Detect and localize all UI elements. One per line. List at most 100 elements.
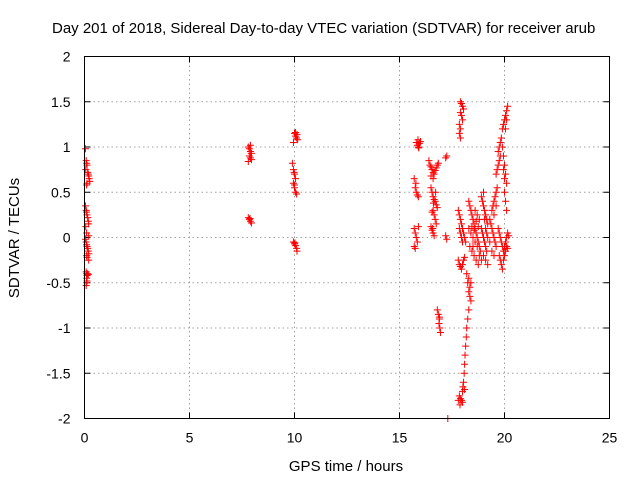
data-point xyxy=(442,154,450,162)
data-point xyxy=(503,179,511,187)
data-point xyxy=(501,175,508,183)
y-tick-label: -2 xyxy=(58,411,71,427)
data-point xyxy=(486,238,494,246)
data-point xyxy=(413,191,421,199)
data-point xyxy=(482,256,490,264)
data-point xyxy=(412,179,420,187)
data-point xyxy=(501,161,508,169)
data-point xyxy=(432,220,440,228)
grid xyxy=(84,56,610,419)
data-point xyxy=(492,188,500,196)
data-point xyxy=(481,206,489,214)
data-point xyxy=(84,271,92,279)
data-point xyxy=(486,215,494,223)
data-point xyxy=(468,223,476,231)
data-point xyxy=(442,232,450,240)
data-point xyxy=(466,243,474,251)
data-point xyxy=(84,270,92,278)
x-tick-label: 10 xyxy=(287,430,303,446)
data-point xyxy=(456,229,464,237)
data-point xyxy=(460,105,468,113)
data-point xyxy=(502,170,510,178)
data-point xyxy=(455,211,463,219)
data-point xyxy=(429,206,437,214)
y-tick-label: 0 xyxy=(63,230,71,246)
data-point xyxy=(411,184,419,192)
data-point xyxy=(472,256,480,264)
chart-title: Day 201 of 2018, Sidereal Day-to-day VTE… xyxy=(52,20,595,37)
data-point xyxy=(246,214,254,222)
data-point xyxy=(415,139,423,147)
data-point xyxy=(491,193,499,201)
data-point xyxy=(504,102,512,110)
data-point xyxy=(82,145,90,153)
data-point xyxy=(461,360,469,368)
data-point xyxy=(412,234,420,241)
data-point xyxy=(460,378,468,386)
data-point xyxy=(465,224,473,232)
data-point xyxy=(289,138,297,146)
data-point xyxy=(294,136,302,144)
data-point xyxy=(467,279,475,287)
data-point xyxy=(465,306,473,314)
data-point xyxy=(482,243,490,251)
data-point xyxy=(494,161,502,169)
data-point xyxy=(427,184,435,192)
data-point xyxy=(457,265,465,273)
data-point xyxy=(460,369,468,377)
data-point xyxy=(492,243,500,251)
data-point xyxy=(467,297,475,305)
data-point xyxy=(246,148,254,156)
data-point xyxy=(471,238,479,246)
data-point xyxy=(431,197,439,205)
data-point xyxy=(493,184,501,192)
x-tick-label: 15 xyxy=(392,430,408,446)
data-point xyxy=(245,152,253,160)
data-point xyxy=(457,234,465,241)
y-tick-label: -1.5 xyxy=(46,365,70,381)
data-point xyxy=(503,107,511,115)
data-point xyxy=(501,252,508,260)
data-point xyxy=(503,243,511,251)
data-point xyxy=(244,157,252,165)
data-point xyxy=(427,223,435,231)
data-point xyxy=(293,190,301,198)
data-point xyxy=(463,270,471,278)
data-point xyxy=(288,159,296,167)
data-point xyxy=(463,324,471,332)
x-tick-label: 20 xyxy=(497,430,513,446)
data-point xyxy=(502,125,510,133)
data-point xyxy=(502,238,510,246)
data-point xyxy=(443,152,451,160)
data-point xyxy=(428,208,436,216)
data-point xyxy=(494,148,502,156)
data-point xyxy=(292,188,300,196)
data-point xyxy=(472,217,480,225)
data-point xyxy=(462,342,470,350)
data-point xyxy=(291,239,299,247)
data-point xyxy=(433,306,441,314)
data-point xyxy=(502,111,510,119)
y-tick-labels: -2 -1.5 -1 -0.5 0 0.5 1 1.5 2 xyxy=(46,49,70,427)
data-point xyxy=(84,168,92,176)
data-point xyxy=(436,324,444,332)
data-point xyxy=(425,157,433,165)
x-axis-label: GPS time / hours xyxy=(289,458,403,475)
data-point xyxy=(494,224,502,232)
data-point xyxy=(497,261,505,269)
data-point xyxy=(292,175,300,183)
data-point xyxy=(457,220,465,228)
data-point xyxy=(470,226,478,234)
data-point xyxy=(244,214,252,222)
data-point xyxy=(499,166,507,174)
data-point xyxy=(462,333,470,341)
data-point xyxy=(456,401,464,409)
data-point xyxy=(498,143,506,151)
data-point xyxy=(471,224,479,232)
data-point xyxy=(473,211,481,219)
data-point xyxy=(293,247,301,255)
data-point xyxy=(466,283,474,291)
data-point xyxy=(492,170,500,178)
data-point xyxy=(498,265,506,273)
data-point xyxy=(490,197,498,205)
